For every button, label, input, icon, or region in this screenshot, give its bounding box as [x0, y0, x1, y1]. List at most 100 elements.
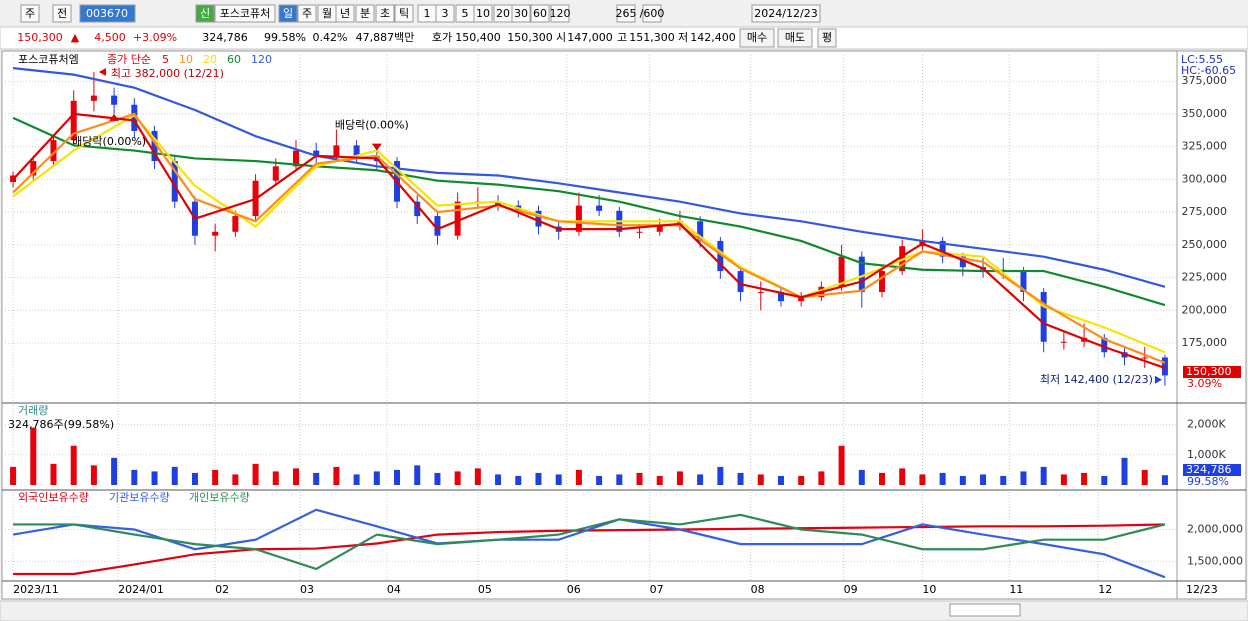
legend-entry: 120: [251, 53, 272, 66]
info-value: 324,786: [202, 31, 248, 44]
toolbar-button[interactable]: [435, 4, 455, 23]
toolbar-label: 일: [283, 6, 293, 20]
info-value: 4,500: [94, 31, 126, 44]
volume-bar: [818, 471, 825, 485]
y-tick-label: 225,000: [1182, 271, 1228, 284]
volume-bar: [434, 472, 441, 485]
toolbar-label: 3: [442, 7, 449, 20]
candle-body: [798, 297, 805, 302]
toolbar-button[interactable]: [52, 4, 72, 23]
toolbar-button[interactable]: [335, 4, 355, 23]
x-tick-label: 2024/01: [118, 583, 164, 596]
toolbar-button[interactable]: [214, 4, 276, 23]
volume-bar: [1081, 472, 1088, 485]
candle-body: [939, 240, 946, 257]
candle-body: [697, 221, 704, 241]
volume-bar: [50, 463, 57, 485]
volume-bar: [879, 472, 886, 485]
toolbar-button[interactable]: [616, 4, 636, 23]
info-value: 매수: [747, 31, 767, 44]
volume-bar: [232, 474, 239, 485]
last-volume-box: [1183, 464, 1241, 476]
toolbar-label: 주: [25, 7, 35, 20]
volume-bar: [757, 474, 764, 485]
last-volume: 324,786: [1186, 463, 1232, 476]
moving-average-line: [12, 112, 1166, 364]
toolbar-button[interactable]: [355, 4, 375, 23]
legend-entry: 기관보유수량: [109, 491, 170, 504]
toolbar-button[interactable]: [530, 4, 550, 23]
candle-body: [50, 140, 57, 162]
order-button[interactable]: [817, 28, 837, 48]
volume-bar: [858, 469, 865, 485]
toolbar-button[interactable]: [550, 4, 570, 23]
toolbar-button[interactable]: [642, 4, 662, 23]
info-value: 시: [556, 31, 566, 44]
volume-bar: [919, 474, 926, 485]
toolbar-button[interactable]: [473, 4, 493, 23]
last-price: 150,300: [1186, 365, 1232, 378]
volume-bar: [838, 445, 845, 485]
info-value: 47,887백만: [356, 31, 415, 44]
volume-bar: [596, 475, 603, 485]
volume-bar: [414, 465, 421, 485]
volume-bar: [474, 468, 481, 485]
y-tick-label: 2,000K: [1187, 418, 1226, 431]
volume-bar: [1101, 475, 1108, 485]
candle-body: [1101, 337, 1108, 353]
toolbar-button[interactable]: [394, 4, 414, 23]
volume-bar: [111, 457, 118, 485]
zoom-slider[interactable]: [949, 603, 1021, 617]
toolbar-button[interactable]: [278, 4, 298, 23]
volume-bar: [717, 466, 724, 485]
moving-average-line: [12, 113, 1166, 354]
volume-bar: [676, 471, 683, 485]
candle-body: [879, 271, 886, 293]
scrollbar[interactable]: [0, 600, 1248, 621]
legend-entry: 60: [227, 53, 241, 66]
candle-body: [353, 145, 360, 156]
panel-title: 거래량: [18, 404, 48, 417]
volume-bar: [656, 475, 663, 485]
x-tick-label: 08: [751, 583, 765, 596]
y-tick-label: 2,000,000: [1187, 523, 1243, 536]
volume-bar: [252, 463, 259, 485]
candle-body: [757, 292, 764, 294]
toolbar-button[interactable]: [79, 4, 136, 23]
toolbar-button[interactable]: [375, 4, 395, 23]
volume-bar: [939, 472, 946, 485]
volume-bar: [495, 474, 502, 485]
order-button[interactable]: [777, 28, 813, 48]
volume-bar: [1121, 457, 1128, 485]
toolbar-button[interactable]: [20, 4, 40, 23]
toolbar-label: 틱: [399, 7, 409, 20]
toolbar-label: 120: [550, 7, 571, 20]
volume-bar: [70, 445, 77, 485]
toolbar-label: 분: [360, 7, 370, 20]
candle-body: [111, 95, 118, 105]
order-button[interactable]: [739, 28, 775, 48]
volume-bar: [899, 468, 906, 485]
x-tick-label: 07: [650, 583, 664, 596]
legend-entry: 20: [203, 53, 217, 66]
annotation: 최고 382,000 (12/21): [111, 67, 224, 80]
info-value: 150,400: [455, 31, 501, 44]
toolbar-button[interactable]: [297, 4, 317, 23]
info-value: 142,400: [690, 31, 736, 44]
volume-bar: [90, 465, 97, 485]
volume-bar: [151, 471, 158, 485]
toolbar-button[interactable]: [751, 4, 821, 23]
volume-bar: [272, 471, 279, 485]
info-value: +3.09%: [133, 31, 177, 44]
volume-bar: [1161, 475, 1168, 485]
volume-bar: [959, 475, 966, 485]
toolbar-button[interactable]: [511, 4, 531, 23]
info-value: 고: [617, 31, 627, 44]
y-tick-label: 325,000: [1182, 140, 1228, 153]
y-tick-label: 300,000: [1182, 172, 1228, 185]
info-value: 151,300: [629, 31, 675, 44]
toolbar-button[interactable]: [195, 4, 215, 23]
candle-body: [171, 161, 178, 202]
volume-bar: [798, 475, 805, 485]
